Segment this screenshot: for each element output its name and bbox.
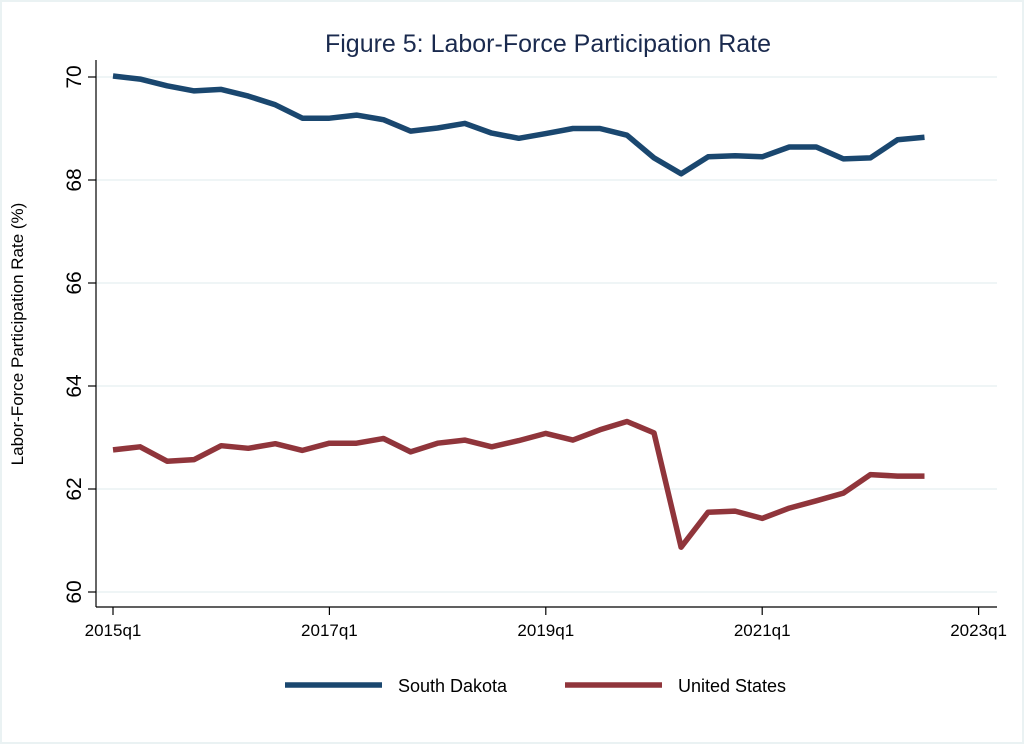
series-line-south-dakota — [112, 73, 925, 177]
x-tick-label: 2015q1 — [85, 621, 142, 640]
legend: South Dakota United States — [285, 676, 786, 696]
x-tick-label: 2017q1 — [301, 621, 358, 640]
x-tick-label: 2019q1 — [517, 621, 574, 640]
series-group — [112, 73, 925, 550]
gridlines — [96, 76, 997, 593]
x-tick-label: 2021q1 — [734, 621, 791, 640]
x-tick-label: 2023q1 — [950, 621, 1007, 640]
y-tick-label: 64 — [63, 374, 86, 398]
y-tick-label: 68 — [63, 168, 86, 191]
legend-item: United States — [565, 676, 786, 696]
y-tick-label: 60 — [63, 580, 86, 603]
y-tick-label: 70 — [63, 65, 86, 88]
legend-label: South Dakota — [398, 676, 508, 696]
chart-title: Figure 5: Labor-Force Participation Rate — [325, 30, 771, 58]
legend-label: United States — [678, 676, 786, 696]
legend-item: South Dakota — [285, 676, 508, 696]
y-axis-title: Labor-Force Participation Rate (%) — [8, 203, 27, 466]
y-tick-label: 62 — [63, 477, 86, 500]
series-line-united-states — [112, 418, 925, 550]
axes: 60 62 64 66 68 70 2015q1 2017q1 2019q1 2021q1 2023… — [63, 60, 1007, 640]
y-tick-label: 66 — [63, 271, 86, 294]
